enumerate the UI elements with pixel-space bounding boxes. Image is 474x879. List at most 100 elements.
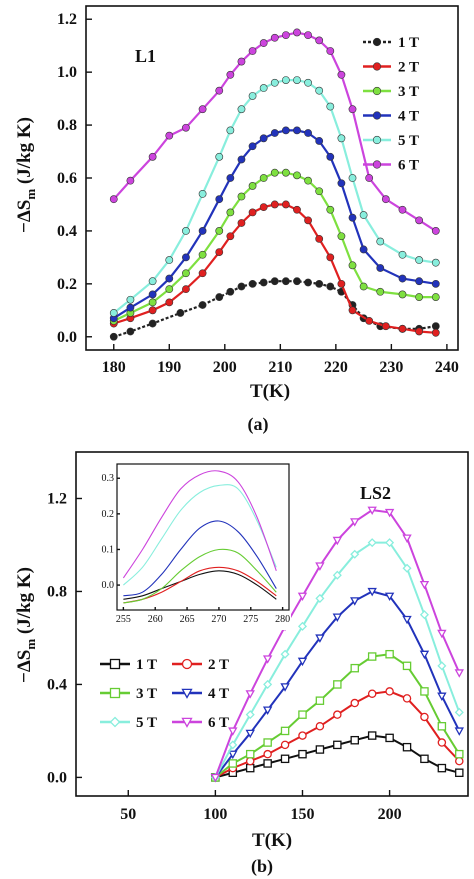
panel-a-data-point [281, 277, 290, 286]
panel-a-data-point [182, 285, 190, 294]
panel-b-inset-series-6 [122, 470, 277, 579]
panel-b-y-tick-label: 0.8 [47, 583, 67, 600]
panel-b-data-point [245, 756, 255, 766]
panel-a-data-point [237, 192, 246, 201]
panel-a-series-4 [109, 126, 440, 323]
panel-b-data-point [420, 712, 429, 722]
panel-b-legend-label: 4 T [208, 686, 229, 702]
panel-a-data-point [326, 205, 335, 214]
panel-a-legend-marker [372, 111, 382, 120]
panel-a-data-point [315, 234, 324, 243]
panel-b-data-point [315, 722, 325, 731]
panel-a-data-point [165, 285, 174, 294]
panel-a-data-point [431, 322, 440, 331]
panel-b-data-point [297, 592, 308, 602]
panel-a-data-point [165, 298, 174, 307]
panel-a-data-point [270, 33, 279, 42]
panel-a-data-point [165, 131, 174, 140]
panel-b-data-point [245, 749, 255, 759]
panel-b-data-point [298, 710, 307, 719]
panel-a-data-point [176, 309, 185, 317]
panel-a-data-point [165, 274, 174, 283]
panel-a-data-point [348, 261, 357, 270]
panel-b-data-point [454, 707, 464, 717]
panel-a-data-point [198, 301, 207, 309]
panel-a-data-point [182, 227, 190, 235]
panel-a-data-point [415, 216, 424, 225]
panel-a-data-point [431, 258, 440, 267]
panel-b-inset-series-2 [123, 566, 277, 604]
panel-b-legend-label: 3 T [136, 686, 157, 702]
panel-b-data-point [454, 669, 464, 678]
panel-a-data-point [398, 205, 407, 214]
panel-a-data-point [326, 253, 335, 262]
panel-a-data-point [237, 57, 246, 66]
panel-a-data-point [376, 287, 385, 296]
panel-b-legend-label: 2 T [208, 657, 229, 673]
panel-a-data-point [315, 137, 324, 145]
panel-a-data-point [148, 290, 157, 299]
panel-b-series-5 [210, 538, 464, 782]
panel-a-data-point [198, 189, 207, 198]
panel-a-data-point [248, 92, 257, 100]
panel-a-y-axis-label: −ΔSm (J/kg K) [14, 117, 38, 233]
panel-b: −ΔSm (J/kg K) T(K) (b) LS2 50 100 150 200 0.… [14, 451, 469, 877]
panel-b-data-point [437, 722, 447, 731]
panel-a-data-point [304, 129, 312, 137]
panel-b-data-point [367, 652, 377, 661]
panel-a-y-tick-label: 0.2 [57, 276, 77, 293]
panel-a-data-point [259, 203, 268, 212]
panel-b-data-point [263, 749, 272, 759]
panel-a-series-line [113, 129, 436, 320]
panel-b-x-tick-label: 200 [378, 806, 402, 823]
panel-a-data-point [215, 86, 224, 95]
panel-b-data-point [228, 740, 238, 750]
panel-a-data-point [337, 279, 346, 288]
panel-a-data-point [259, 84, 268, 92]
panel-a-y-tick-label: 0.0 [57, 329, 77, 346]
panel-a-data-point [431, 293, 440, 301]
panel-b-data-point [402, 742, 412, 752]
panel-a-data-point [126, 176, 135, 185]
panel-a-legend-marker [372, 135, 382, 145]
panel-b-inset-series-line [123, 520, 277, 597]
panel-b-data-point [280, 649, 290, 659]
panel-b-inset-series-line [123, 548, 277, 604]
panel-a-y-tick-label: 0.6 [57, 170, 77, 187]
panel-b-data-point [367, 731, 377, 740]
panel-a-data-point [215, 195, 224, 204]
panel-b-inset-x-tick-label: 275 [243, 614, 258, 625]
panel-a-legend-label: 5 T [398, 133, 419, 149]
panel-b-data-point [332, 536, 343, 546]
panel-b-data-point [333, 740, 342, 750]
panel-b-legend-marker [181, 658, 193, 670]
panel-a-data-point [182, 123, 190, 132]
panel-b-inset-series-4 [123, 520, 277, 597]
panel-a-series-2 [109, 200, 440, 337]
panel-b-data-point [262, 655, 273, 664]
panel-b-legend-marker [109, 687, 121, 699]
panel-b-legend-label: 5 T [136, 715, 157, 731]
panel-a-data-point [198, 269, 207, 278]
panel-a-caption: (a) [248, 414, 269, 435]
panel-a-data-point [293, 28, 301, 37]
panel-a-data-point [326, 282, 335, 291]
panel-a-data-point [248, 182, 257, 190]
panel-b-inset-x-tick-label: 270 [211, 614, 226, 625]
panel-a-data-point [148, 277, 157, 286]
panel-b-legend-marker [181, 717, 193, 728]
panel-a-data-point [381, 195, 390, 204]
panel-a-y-tick-label: 0.8 [57, 117, 77, 134]
panel-b-data-point [245, 690, 255, 699]
panel-b-inset-series-1 [123, 570, 277, 600]
panel-a-legend-marker [372, 86, 382, 96]
panel-a-data-point [381, 322, 390, 331]
panel-a-data-point [398, 290, 407, 299]
panel-a-series-6 [109, 28, 440, 235]
panel-a-data-point [215, 152, 224, 161]
panel-b-data-point [280, 683, 290, 692]
panel-a-series-3 [109, 168, 440, 325]
panel-a-data-point [365, 174, 374, 182]
panel-b-data-point [332, 613, 343, 622]
